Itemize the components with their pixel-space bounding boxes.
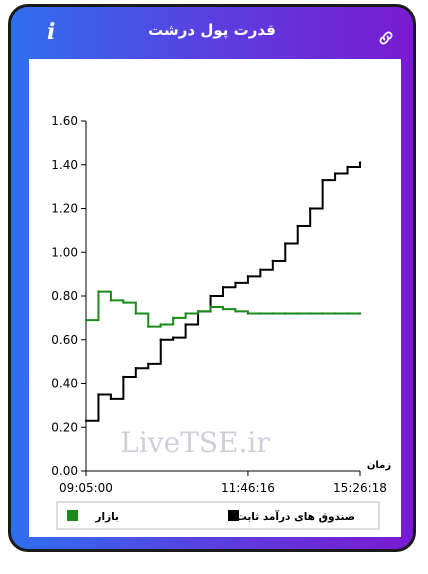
legend-label-fixed-income-funds[interactable]: صندوق های درآمد ثابت [236, 510, 355, 523]
data-point-market [346, 312, 349, 315]
data-point-market [147, 325, 150, 328]
data-point-fixed-income-funds [346, 165, 349, 169]
x-tick-label: 09:05:00 [59, 481, 113, 495]
watermark: LiveTSE.ir [120, 426, 270, 459]
x-axis-label: زمان [367, 460, 391, 471]
y-tick-label: 0.20 [51, 420, 78, 434]
data-point-market [97, 290, 100, 293]
legend-swatch-fixed-income-funds [228, 510, 239, 521]
data-point-market [171, 316, 175, 320]
data-point-fixed-income-funds [147, 362, 150, 366]
legend: صندوق های درآمد ثابت بازار [56, 501, 380, 530]
y-tick-label: 1.40 [51, 158, 78, 172]
x-tick-label: 11:46:16 [221, 481, 275, 495]
data-point-market [321, 312, 324, 315]
data-point-fixed-income-funds [271, 259, 275, 263]
data-point-fixed-income-funds [308, 207, 312, 210]
data-point-fixed-income-funds [122, 375, 125, 379]
link-icon[interactable] [377, 29, 395, 47]
data-point-fixed-income-funds [159, 338, 162, 341]
data-point-fixed-income-funds [284, 242, 287, 245]
y-tick-label: 0.60 [51, 333, 78, 347]
data-point-fixed-income-funds [171, 336, 175, 339]
data-point-market [259, 312, 262, 315]
data-point-fixed-income-funds [321, 178, 324, 182]
header: i قدرت پول درشت [11, 7, 413, 57]
data-point-fixed-income-funds [333, 172, 337, 175]
data-point-market [184, 312, 187, 315]
chart-card: i قدرت پول درشت LiveTSE.ir 0.00 0.20 0.40 0… [8, 4, 416, 552]
data-point-market [246, 312, 250, 315]
data-point-market [234, 310, 237, 313]
data-point-fixed-income-funds [296, 224, 299, 228]
data-point-fixed-income-funds [134, 366, 138, 370]
page-title: قدرت پول درشت [148, 21, 276, 39]
data-point-market [134, 312, 138, 315]
series-line-fixed-income-funds [86, 162, 361, 422]
y-tick-label: 1.60 [51, 114, 78, 128]
data-point-market [221, 307, 225, 311]
y-tick-label: 0.40 [51, 377, 78, 391]
data-point-fixed-income-funds [84, 419, 88, 422]
data-point-market [209, 305, 212, 309]
legend-label-market[interactable]: بازار [94, 511, 119, 523]
data-point-market [159, 323, 162, 326]
data-point-market [284, 312, 287, 315]
data-point-market [109, 299, 113, 302]
data-point-fixed-income-funds [358, 161, 362, 164]
series-lines [84, 161, 362, 422]
data-point-market [296, 312, 299, 315]
data-point-market [122, 301, 125, 304]
data-point-fixed-income-funds [97, 393, 100, 396]
axes: 0.00 0.20 0.40 0.60 0.80 1.00 1.20 1.40 1.60 09:0… [51, 114, 391, 495]
line-chart: LiveTSE.ir 0.00 0.20 0.40 0.60 0.80 1.00 1.20 1… [51, 114, 391, 530]
data-point-market [271, 312, 275, 315]
data-point-market [333, 312, 337, 315]
info-icon[interactable]: i [47, 19, 56, 45]
data-point-fixed-income-funds [234, 281, 237, 285]
y-tick-label: 1.20 [51, 202, 78, 216]
data-point-fixed-income-funds [109, 397, 113, 401]
data-point-market [84, 318, 88, 322]
plot-area: LiveTSE.ir 0.00 0.20 0.40 0.60 0.80 1.00 1.20 1… [29, 59, 401, 537]
y-tick-label: 0.80 [51, 289, 78, 303]
legend-box [56, 501, 380, 530]
y-tick-label: 1.00 [51, 245, 78, 259]
x-tick-label: 15:26:18 [333, 481, 387, 495]
data-point-fixed-income-funds [221, 286, 225, 289]
data-point-market [358, 312, 362, 315]
data-point-fixed-income-funds [209, 294, 212, 298]
data-point-market [308, 312, 312, 315]
data-point-fixed-income-funds [259, 268, 262, 271]
data-point-market [196, 310, 200, 313]
legend-swatch-market [67, 510, 78, 521]
data-point-fixed-income-funds [246, 275, 250, 278]
y-tick-label: 0.00 [51, 464, 78, 478]
data-point-fixed-income-funds [184, 323, 187, 326]
